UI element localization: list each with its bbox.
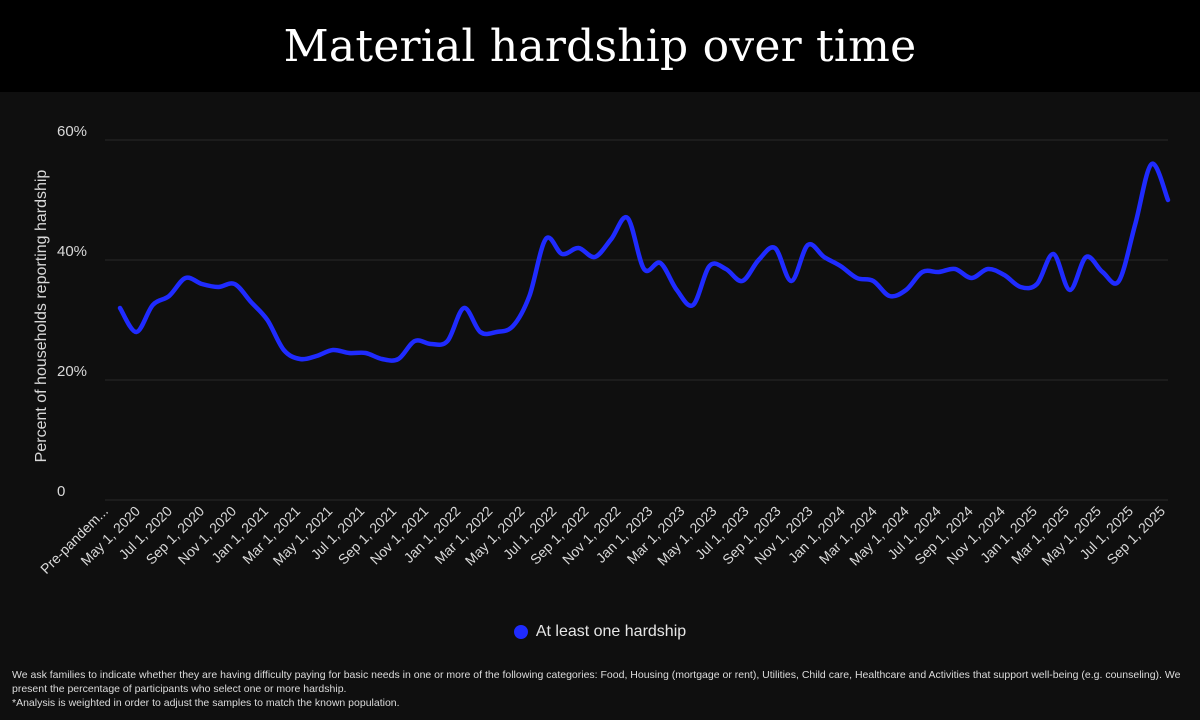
footnote-weighting-note: *Analysis is weighted in order to adjust… — [12, 697, 400, 709]
line-chart: 0 20% 40% 60% Percent of households reporti… — [33, 123, 1171, 577]
footnote: We ask families to indicate whether they… — [12, 668, 1188, 710]
y-axis-label: Percent of households reporting hardship — [33, 170, 50, 463]
y-tick-label: 40% — [57, 243, 87, 260]
header-bar: Material hardship over time — [0, 0, 1200, 92]
legend-label: At least one hardship — [535, 623, 687, 640]
footnote-description: We ask families to indicate whether they… — [12, 669, 1181, 695]
series-line-at-least-one-hardship — [117, 161, 1171, 363]
chart-title: Material hardship over time — [283, 20, 917, 72]
y-tick-label: 20% — [57, 363, 87, 380]
series-layer — [117, 161, 1171, 363]
legend: At least one hardship — [0, 620, 1200, 644]
y-axis-ticks: 0 20% 40% 60% — [57, 123, 87, 500]
y-tick-label: 60% — [57, 123, 87, 140]
y-tick-label: 0 — [57, 483, 65, 500]
legend-marker-icon — [513, 625, 528, 639]
gridlines — [105, 139, 1168, 501]
